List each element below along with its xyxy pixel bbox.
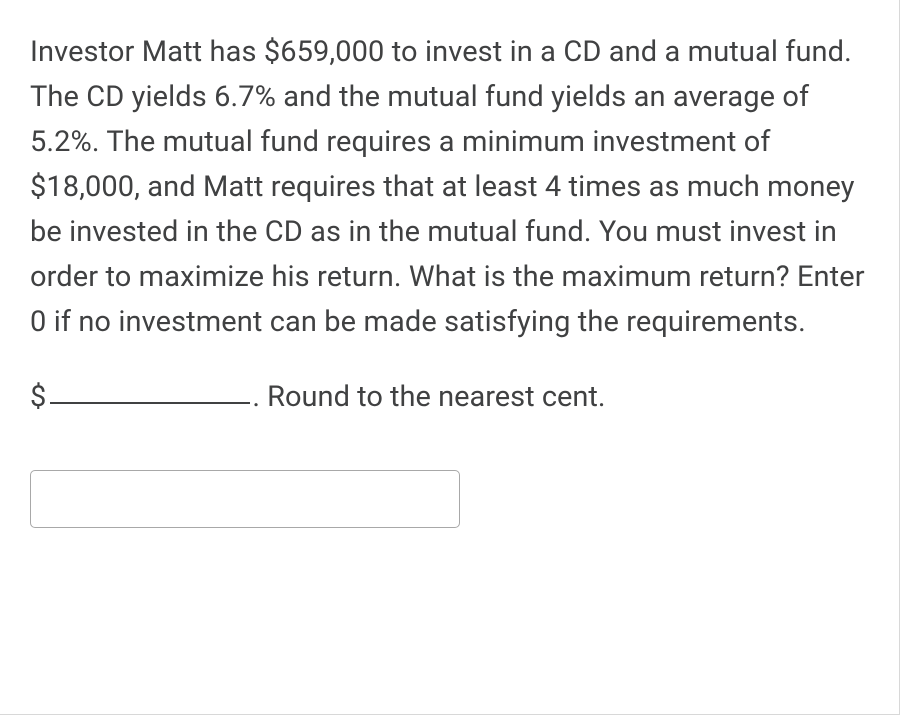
currency-symbol: $ [30,380,46,414]
rounding-instruction: . Round to the nearest cent. [252,380,605,414]
answer-blank-line [50,402,250,404]
question-container: Investor Matt has $659,000 to invest in … [0,0,900,715]
answer-prompt-line: $ . Round to the nearest cent. [30,375,869,420]
answer-input[interactable] [30,470,460,528]
question-body: Investor Matt has $659,000 to invest in … [30,30,869,345]
